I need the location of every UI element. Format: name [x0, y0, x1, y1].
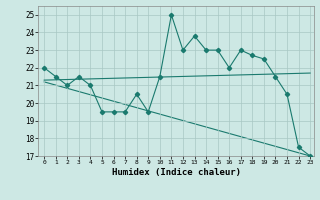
- X-axis label: Humidex (Indice chaleur): Humidex (Indice chaleur): [111, 168, 241, 177]
